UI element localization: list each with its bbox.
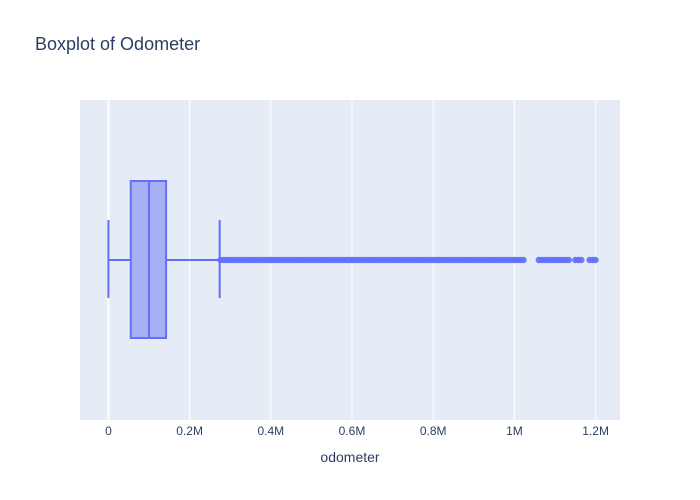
x-tick-label: 0 bbox=[105, 424, 112, 438]
outlier-points bbox=[217, 256, 599, 264]
x-tick-label: 0.4M bbox=[257, 424, 284, 438]
x-tick-labels: 0 0.2M 0.4M 0.6M 0.8M 1M 1.2M bbox=[105, 424, 609, 438]
x-tick-label: 1M bbox=[506, 424, 523, 438]
outlier-point bbox=[592, 256, 599, 264]
x-tick-label: 1.2M bbox=[582, 424, 609, 438]
x-tick-label: 0.6M bbox=[339, 424, 366, 438]
chart-title: Boxplot of Odometer bbox=[35, 34, 200, 54]
x-tick-label: 0.2M bbox=[176, 424, 203, 438]
x-axis-label: odometer bbox=[320, 449, 379, 465]
outlier-point bbox=[565, 256, 572, 264]
outlier-point bbox=[520, 256, 527, 264]
x-tick-label: 0.8M bbox=[420, 424, 447, 438]
outlier-point bbox=[578, 256, 585, 264]
